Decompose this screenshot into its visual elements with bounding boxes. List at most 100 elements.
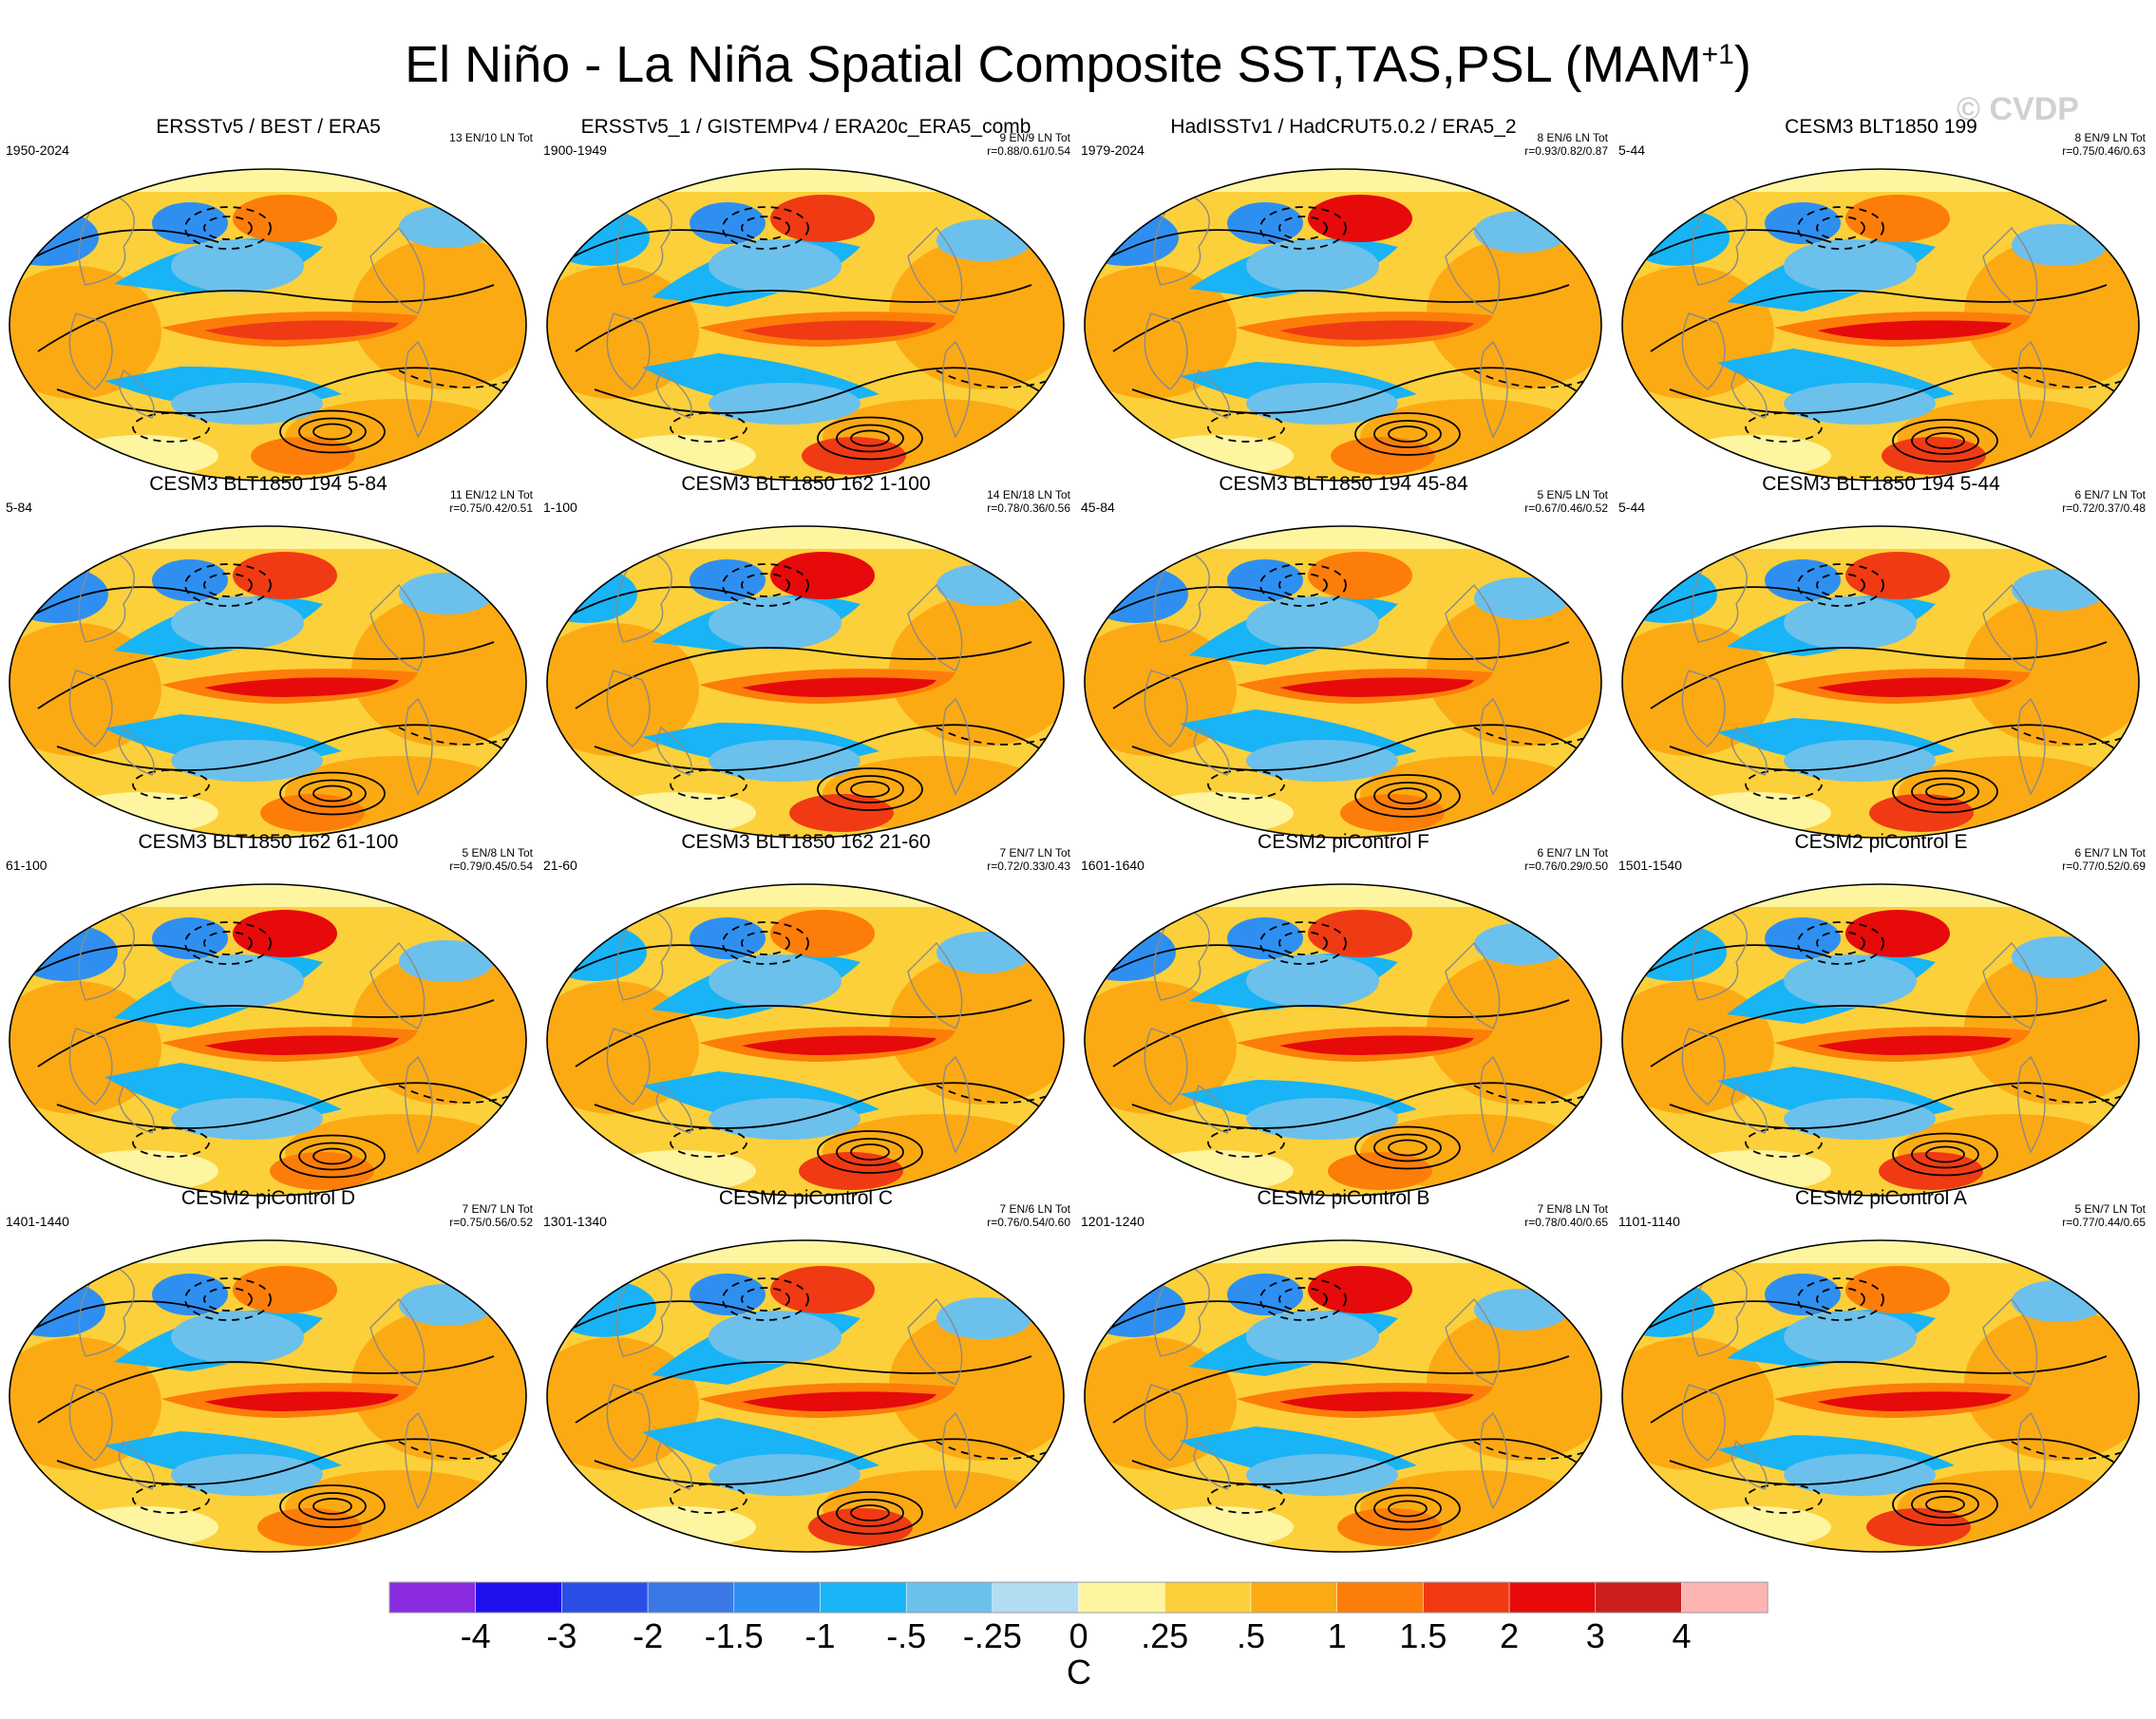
- anomaly-field: [1622, 884, 2139, 1196]
- psl-contours: [1093, 206, 1589, 456]
- map-outline: [1621, 883, 2140, 1197]
- panel-stats: 6 EN/7 LN Tot r=0.77/0.52/0.69: [2062, 846, 2146, 873]
- map-panel: CESM2 piControl D 1401-1440 7 EN/7 LN Tot r…: [0, 1187, 537, 1567]
- panel-years: 1601-1640: [1081, 858, 1144, 873]
- panel-pattern-correlation: r=0.77/0.52/0.69: [2062, 860, 2146, 873]
- map-outline: [1084, 883, 1602, 1197]
- map-outline: [546, 168, 1065, 482]
- panel-event-count: 6 EN/7 LN Tot: [2074, 846, 2146, 860]
- coastlines: [68, 904, 433, 1154]
- colorbar-label: 1.5: [1399, 1616, 1447, 1653]
- map-panel: CESM2 piControl F 1601-1640 6 EN/7 LN Tot r…: [1075, 831, 1612, 1211]
- panel-years: 1-100: [543, 500, 577, 515]
- panel-pattern-correlation: r=0.93/0.82/0.87: [1524, 144, 1608, 158]
- panel-event-count: 13 EN/10 LN Tot: [449, 131, 533, 144]
- panel-title: CESM3 BLT1850 199: [1785, 116, 1977, 138]
- composite-map: [1084, 168, 1602, 482]
- anomaly-field: [9, 526, 526, 838]
- colorbar-swatch: [1336, 1581, 1424, 1614]
- psl-negative-contours: [1745, 563, 2127, 800]
- panel-years: 1501-1540: [1618, 858, 1682, 873]
- colorbar-label: 0: [1069, 1616, 1088, 1653]
- panel-pattern-correlation: r=0.75/0.56/0.52: [449, 1216, 533, 1229]
- panel-years: 45-84: [1081, 500, 1115, 515]
- panel-title: ERSSTv5 / BEST / ERA5: [156, 116, 381, 138]
- psl-contours: [556, 206, 1051, 461]
- coastlines: [1681, 546, 2046, 796]
- map-outline: [546, 525, 1065, 839]
- colorbar-label: -2: [633, 1616, 663, 1653]
- coastlines: [606, 546, 971, 796]
- coastlines: [606, 1260, 971, 1510]
- map-outline: [1621, 525, 2140, 839]
- panel-title: CESM2 piControl E: [1794, 831, 1968, 853]
- anomaly-field: [9, 169, 526, 481]
- psl-contours: [1631, 563, 2127, 814]
- coastlines: [1681, 189, 2046, 439]
- colorbar-frame: [388, 1581, 1768, 1614]
- anomaly-field: [1622, 169, 2139, 481]
- panel-stats: 8 EN/9 LN Tot r=0.75/0.46/0.63: [2062, 131, 2146, 158]
- anomaly-field: [547, 169, 1064, 481]
- panel-title: CESM2 piControl B: [1257, 1187, 1430, 1209]
- panel-title: CESM2 piControl F: [1258, 831, 1429, 853]
- psl-contours: [18, 1277, 514, 1528]
- psl-negative-contours: [1207, 1277, 1589, 1514]
- panel-event-count: 8 EN/6 LN Tot: [1537, 131, 1608, 144]
- panel-pattern-correlation: r=0.78/0.36/0.56: [987, 501, 1070, 515]
- panel-title: CESM2 piControl C: [718, 1187, 894, 1209]
- panel-stats: 13 EN/10 LN Tot: [449, 131, 533, 144]
- composite-map: [1084, 1239, 1602, 1553]
- map-panel: CESM3 BLT1850 194 5-44 5-44 6 EN/7 LN Tot r…: [1613, 473, 2149, 853]
- map-panel: CESM3 BLT1850 199 5-44 8 EN/9 LN Tot r=0.75…: [1613, 116, 2149, 496]
- coastlines: [1681, 1260, 2046, 1510]
- colorbar-label: 3: [1586, 1616, 1605, 1653]
- psl-contours: [1093, 921, 1589, 1170]
- colorbar-swatch: [1250, 1581, 1337, 1614]
- composite-map: [9, 168, 527, 482]
- composite-map: [1621, 883, 2140, 1197]
- panel-pattern-correlation: r=0.75/0.46/0.63: [2062, 144, 2146, 158]
- composite-map: [1621, 1239, 2140, 1553]
- panel-years: 5-44: [1618, 500, 1646, 515]
- map-panel: CESM3 BLT1850 162 21-60 21-60 7 EN/7 LN To…: [538, 831, 1074, 1211]
- colorbar-swatch: [475, 1581, 562, 1614]
- map-outline: [546, 1239, 1065, 1553]
- panel-title: CESM2 piControl A: [1795, 1187, 1967, 1209]
- panel-pattern-correlation: r=0.72/0.33/0.43: [987, 860, 1070, 873]
- colorbar-swatch: [561, 1581, 649, 1614]
- panel-event-count: 6 EN/7 LN Tot: [2074, 488, 2146, 501]
- colorbar-swatch: [905, 1581, 993, 1614]
- panel-event-count: 7 EN/7 LN Tot: [999, 846, 1070, 860]
- panel-pattern-correlation: r=0.67/0.46/0.52: [1524, 501, 1608, 515]
- map-outline: [1621, 1239, 2140, 1553]
- coastlines: [1681, 904, 2046, 1154]
- panel-stats: 7 EN/6 LN Tot r=0.76/0.54/0.60: [987, 1202, 1070, 1229]
- panel-event-count: 5 EN/7 LN Tot: [2074, 1202, 2146, 1216]
- panel-stats: 7 EN/7 LN Tot r=0.72/0.33/0.43: [987, 846, 1070, 873]
- map-panel-grid: ERSSTv5 / BEST / ERA5 1950-2024 13 EN/10 L…: [0, 116, 2149, 1567]
- panel-pattern-correlation: r=0.77/0.44/0.65: [2062, 1216, 2146, 1229]
- anomaly-field: [1085, 526, 1601, 838]
- map-panel: HadISSTv1 / HadCRUT5.0.2 / ERA5_2 1979-20…: [1075, 116, 1612, 496]
- colorbar-swatch: [1681, 1581, 1768, 1614]
- panel-stats: 8 EN/6 LN Tot r=0.93/0.82/0.87: [1524, 131, 1608, 158]
- coastlines: [606, 904, 971, 1154]
- panel-pattern-correlation: r=0.79/0.45/0.54: [449, 860, 533, 873]
- colorbar-label: -.5: [886, 1616, 926, 1653]
- composite-map: [546, 168, 1065, 482]
- psl-contours: [18, 921, 514, 1179]
- coastlines: [1144, 546, 1508, 796]
- psl-contours: [18, 206, 514, 454]
- psl-negative-contours: [1745, 921, 2127, 1158]
- coastlines: [1144, 904, 1508, 1154]
- map-panel: CESM2 piControl A 1101-1140 5 EN/7 LN Tot r…: [1613, 1187, 2149, 1567]
- panel-pattern-correlation: r=0.78/0.40/0.65: [1524, 1216, 1608, 1229]
- colorbar-unit: C: [1067, 1653, 1091, 1691]
- panel-years: 1201-1240: [1081, 1214, 1144, 1229]
- psl-negative-contours: [132, 1277, 514, 1514]
- title-superscript: +1: [1701, 39, 1734, 70]
- panel-pattern-correlation: r=0.88/0.61/0.54: [987, 144, 1070, 158]
- colorbar-swatch: [820, 1581, 907, 1614]
- panel-years: 21-60: [543, 858, 577, 873]
